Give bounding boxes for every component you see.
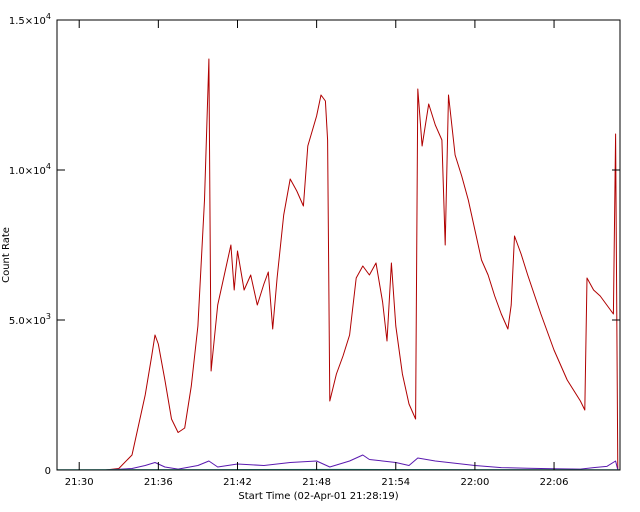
- x-tick-label: 21:30: [65, 477, 94, 488]
- x-tick-label: 21:42: [223, 477, 252, 488]
- x-axis-title: Start Time (02-Apr-01 21:28:19): [238, 491, 398, 502]
- x-tick-label: 22:00: [460, 477, 489, 488]
- x-tick-label: 21:36: [144, 477, 173, 488]
- y-axis-title: Count Rate: [1, 227, 12, 283]
- y-tick-label: 5.0×103: [9, 312, 51, 327]
- y-tick-label: 1.0×104: [9, 162, 51, 177]
- x-tick-label: 21:48: [302, 477, 331, 488]
- y-tick-label: 0: [45, 466, 51, 477]
- x-tick-label: 21:54: [381, 477, 410, 488]
- y-tick-label: 1.5×104: [9, 12, 51, 27]
- plot-frame: [56, 19, 621, 471]
- y-axis: 0 5.0×103 1.0×104 1.5×104: [9, 12, 620, 477]
- series-line-1: [105, 454, 619, 471]
- x-tick-label: 22:06: [540, 477, 569, 488]
- series-line-0: [105, 58, 619, 471]
- x-axis: 21:30 21:36 21:42 21:48 21:54 22:00 22:06: [65, 20, 569, 488]
